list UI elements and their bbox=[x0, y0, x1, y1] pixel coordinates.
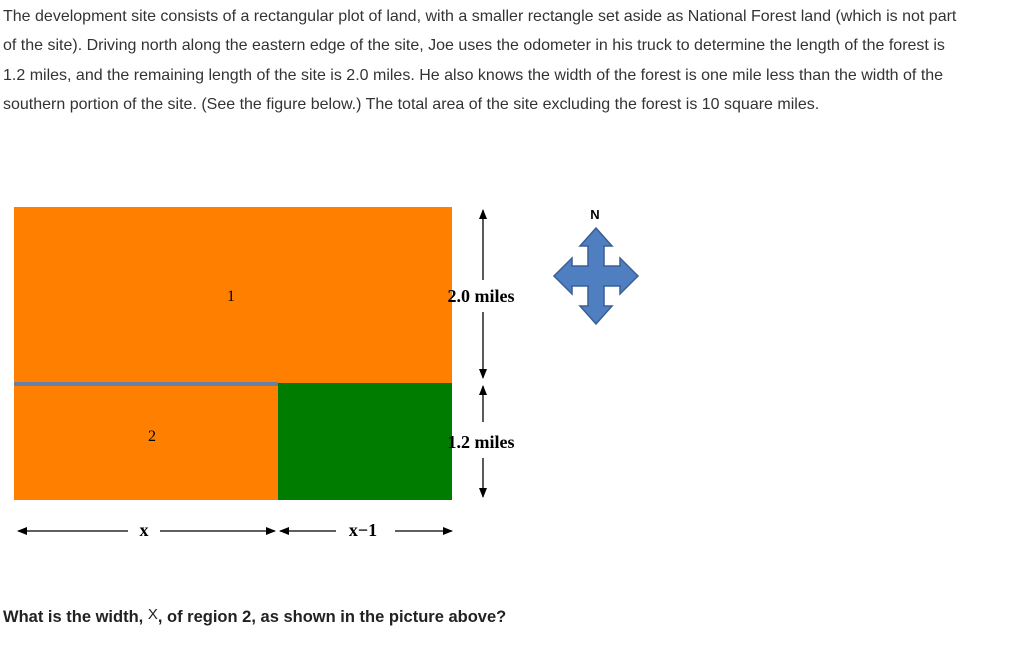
site-figure: 1 2 2.0 miles 1.2 miles x x−1 N bbox=[14, 207, 640, 540]
question-text: What is the width, X, of region 2, as sh… bbox=[3, 606, 507, 627]
compass-north-label: N bbox=[590, 207, 599, 222]
problem-paragraph: The development site consists of a recta… bbox=[3, 8, 957, 113]
forest-width-label: x−1 bbox=[349, 520, 377, 540]
question-prefix: What is the width, bbox=[3, 608, 148, 626]
question-suffix: , of region 2, as shown in the picture a… bbox=[157, 608, 507, 626]
compass-icon bbox=[552, 226, 640, 326]
forest-length-label: 1.2 miles bbox=[448, 432, 515, 452]
width-label: x bbox=[140, 520, 149, 540]
question-variable: X bbox=[147, 606, 158, 623]
region1-label: 1 bbox=[227, 288, 235, 305]
forest-rect bbox=[278, 383, 452, 500]
north-length-label: 2.0 miles bbox=[448, 286, 515, 306]
region2-label: 2 bbox=[148, 428, 156, 445]
